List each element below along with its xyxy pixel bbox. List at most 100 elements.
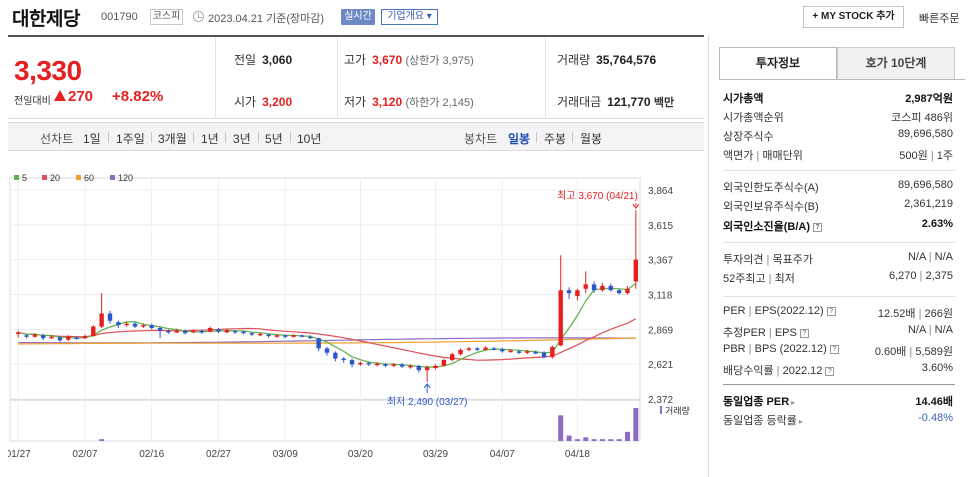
candle-body [99, 313, 104, 327]
quote-column-2 [337, 37, 338, 119]
candle-body [341, 358, 346, 361]
y-tick-label: 3,615 [648, 221, 673, 232]
panel-divider [723, 384, 955, 385]
volume-bar [624, 431, 630, 441]
help-icon[interactable]: ? [826, 307, 836, 316]
panel-divider [723, 296, 955, 297]
price-change-percent: +8.82% [112, 88, 164, 105]
help-icon[interactable]: ? [813, 223, 822, 232]
y-tick-label: 3,864 [648, 186, 673, 197]
period-5y[interactable]: 5년 [265, 132, 283, 146]
low-arrow-head [423, 383, 431, 389]
candle-body [408, 365, 413, 368]
candle-body [399, 364, 405, 367]
info-row: PER | EPS(2022.12)? 12.52배 | 266원 [723, 305, 953, 322]
candle-chart-label: 봉차트 [464, 132, 498, 146]
candle-weekly[interactable]: 주봉 [544, 132, 567, 146]
candle-body [533, 352, 538, 354]
info-row-value: N/A | N/A [907, 324, 953, 336]
volume-bar [633, 408, 639, 441]
x-tick-label: 02/27 [206, 449, 231, 460]
info-row-value: N/A | N/A [907, 251, 953, 263]
info-row-label: 투자의견 | 목표주가 [723, 254, 813, 266]
candle-body [416, 365, 422, 371]
candle-body [141, 325, 146, 327]
help-icon[interactable]: ? [829, 345, 839, 354]
price-chart[interactable]: 3,864 3,615 3,367 3,118 2,869 2,621 2,372 01/27… [8, 152, 704, 477]
clock-icon [193, 11, 204, 22]
candle-body [324, 348, 330, 353]
candle-body [316, 338, 321, 349]
candle-body [508, 350, 513, 353]
volume: 거래량 35,764,576 [557, 53, 657, 67]
ma20-line [18, 318, 637, 361]
info-row: 액면가 | 매매단위 500원 | 1주 [723, 147, 953, 164]
candle-body [49, 336, 54, 339]
info-row-label: 배당수익률 | 2022.12? [723, 362, 835, 378]
info-row: 외국인한도주식수(A) 89,696,580 [723, 179, 953, 196]
candle-body [374, 363, 380, 366]
candle-body [500, 349, 505, 352]
period-3y[interactable]: 3년 [233, 132, 251, 146]
open-price: 시가 3,200 [234, 95, 293, 109]
volume-bar [99, 439, 105, 441]
candle-body [424, 367, 430, 371]
chart-period-bar: 선차트 1일 1주일 3개월 1년 3년 5년 10년 봉차트 일봉 주봉 월봉 [8, 122, 704, 151]
candle-body [458, 349, 463, 355]
company-info-dropdown[interactable]: 기업개요 ▾ [381, 9, 438, 25]
volume-bar [583, 437, 589, 441]
info-row: 외국인소진율(B/A)? 2.63% [723, 218, 953, 235]
candle-body [232, 330, 238, 333]
my-stock-add-button[interactable]: + MY STOCK 추가 [803, 6, 904, 28]
help-icon[interactable]: ? [799, 329, 809, 338]
info-row: 동일업종 PER ▸ 14.46배 [723, 393, 953, 410]
ma60-line [18, 337, 636, 345]
candle-body [608, 285, 613, 291]
info-row-label: 추정PER | EPS? [723, 324, 809, 340]
candle-body [550, 346, 555, 358]
info-row-value: 3.60% [921, 362, 953, 374]
market-badge: 코스피 [150, 9, 183, 25]
candle-body [107, 313, 113, 321]
candle-body [433, 365, 438, 369]
period-3m[interactable]: 3개월 [158, 132, 187, 146]
info-row-label: PBR | BPS (2022.12)? [723, 343, 839, 355]
period-1w[interactable]: 1주일 [116, 132, 145, 146]
info-row: 시가총액순위 코스피 486위 [723, 109, 953, 126]
candle-body [633, 259, 639, 282]
legend-label: 120 [118, 173, 133, 183]
quick-order-link[interactable]: 빠른주문 [919, 13, 960, 25]
candle-body [74, 337, 79, 339]
candle-daily[interactable]: 일봉 [508, 132, 531, 146]
info-row-label: PER | EPS(2022.12)? [723, 305, 836, 317]
candle-body [591, 284, 597, 291]
candle-body [541, 352, 547, 358]
prev-close: 전일 3,060 [234, 53, 293, 67]
x-tick-label: 04/07 [490, 449, 515, 460]
volume-bar [608, 439, 614, 441]
candle-body [24, 335, 29, 337]
tab-invest-info[interactable]: 투자정보 [719, 47, 837, 80]
x-tick-label: 04/18 [565, 449, 590, 460]
realtime-button[interactable]: 실시간 [341, 9, 375, 25]
info-row-value: 0.60배 | 5,589원 [874, 346, 953, 358]
candle-body [124, 323, 129, 326]
candle-monthly[interactable]: 월봉 [580, 132, 603, 146]
info-row-value: 코스피 486위 [891, 112, 953, 124]
help-icon[interactable]: ? [825, 367, 835, 376]
invest-info-panel: 투자정보 호가 10단계 시가총액 2,987억원 시가총액순위 코스피 486위 상장… [708, 35, 976, 477]
legend-swatch [14, 175, 19, 180]
candle-body [299, 335, 305, 337]
info-row-label: 동일업종 PER ▸ [723, 396, 796, 408]
high-annotation: 최고 3,670 (04/21) [557, 190, 638, 202]
candle-body [41, 335, 46, 339]
ma5-line [18, 283, 637, 368]
candle-body [291, 335, 296, 337]
volume-bar [566, 435, 572, 441]
y-tick-label: 3,367 [648, 256, 673, 267]
candle-body [491, 348, 497, 350]
period-10y[interactable]: 10년 [297, 132, 322, 146]
tab-order-book[interactable]: 호가 10단계 [837, 47, 955, 80]
period-1d[interactable]: 1일 [83, 132, 101, 146]
period-1y[interactable]: 1년 [201, 132, 219, 146]
